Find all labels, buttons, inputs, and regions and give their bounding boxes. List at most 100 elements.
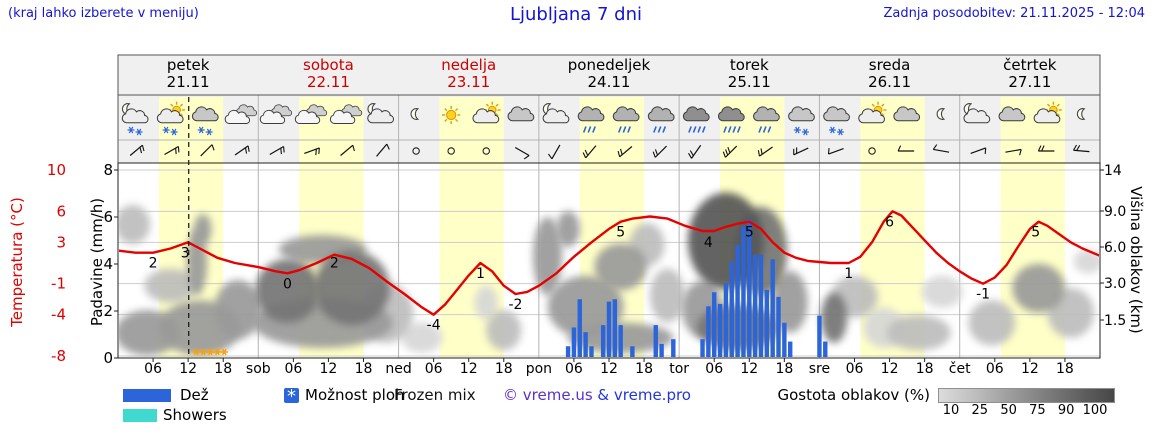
precip-tick-label: 0 [103, 349, 113, 367]
rain-bar [788, 341, 793, 357]
hour-label: 18 [495, 361, 513, 377]
wind-barb [722, 145, 738, 158]
cloud-height-tick-label: 3.0 [1104, 276, 1126, 292]
hour-label: 12 [881, 361, 899, 377]
wind-barb [757, 146, 773, 157]
hour-label: 18 [355, 361, 373, 377]
temperature-line [119, 210, 1099, 316]
cloud-blob [687, 192, 764, 290]
weather-icon-cloud-rain [612, 106, 640, 133]
vreme-pro-link[interactable]: & vreme.pro [592, 386, 691, 404]
day-abbrev-label: ned [385, 361, 411, 377]
weather-icon-moon [1076, 108, 1086, 120]
weather-icon-cloud-rain [647, 106, 675, 133]
rain-bar [600, 325, 606, 357]
wind-barb [617, 146, 633, 158]
temperature-value-label: 5 [1031, 225, 1040, 241]
cloud-blob [474, 285, 498, 320]
cloud-blob [214, 280, 262, 339]
temp-tick-label: -1 [51, 275, 66, 293]
wind-barb [376, 143, 390, 157]
wind-barb [582, 145, 597, 159]
hour-label: 12 [740, 361, 758, 377]
cloud-blob [886, 315, 951, 351]
hour-label: 06 [846, 361, 864, 377]
hour-label: 06 [144, 361, 162, 377]
copyright: © vreme.us & vreme.pro [503, 386, 691, 404]
weather-icon-sun-cloud [1033, 101, 1062, 124]
rain-bar [782, 322, 787, 357]
hour-label: 12 [320, 361, 338, 377]
day-date: 21.11 [166, 73, 210, 91]
rain-bar [747, 219, 752, 357]
weather-icon-cloud-snow [823, 106, 850, 136]
shower-chance-icon: * [284, 388, 299, 403]
cloud-blob [313, 250, 390, 326]
cloud-blob [594, 243, 647, 291]
wind-barb [304, 147, 320, 156]
rain-bar [571, 327, 577, 357]
weather-icon-moon-cloud [963, 103, 991, 124]
wind-barb [970, 147, 987, 154]
weather-icon-clouds [224, 104, 257, 124]
cloud-height-tick-label: 9.0 [1104, 204, 1126, 220]
cloud-blob [486, 310, 522, 351]
wind-barb [793, 147, 809, 156]
wind-barb [548, 144, 561, 160]
wind-barb [164, 145, 180, 156]
rain-bar [700, 339, 705, 357]
hour-label: 12 [1021, 361, 1039, 377]
star-glyph: * [287, 388, 296, 403]
weather-icon-sun-cloud-snow [156, 101, 185, 136]
wind-barb [1037, 145, 1055, 152]
temperature-value-label: 4 [704, 235, 713, 251]
wind-barb [932, 144, 950, 153]
hour-label: 06 [705, 361, 723, 377]
cloud-height-tick-label: 6.0 [1104, 240, 1126, 256]
cloud-blob [921, 275, 963, 308]
temperature-value-label: -4 [427, 318, 441, 334]
rain-bar [583, 332, 588, 357]
wind-barb [200, 144, 215, 157]
temperature-value-label: 2 [330, 256, 339, 272]
hour-label: 12 [460, 361, 478, 377]
weather-icon-moon-cloud [542, 103, 570, 124]
hour-label: 06 [425, 361, 443, 377]
weather-icon-sun-cloud [858, 101, 887, 124]
rain-bar [653, 325, 658, 357]
weather-icon-cloud [998, 106, 1026, 122]
wind-calm-icon [482, 147, 490, 155]
temperature-value-label: 5 [745, 225, 754, 241]
day-abbrev-label: pon [526, 361, 552, 377]
rain-bar [758, 254, 764, 357]
temp-tick-label: 3 [56, 233, 66, 251]
precip-tick-label: 2 [103, 302, 113, 320]
cloud-density-label: Gostota oblakov (%) [777, 386, 930, 404]
frozen-mix-label: Frozen mix [394, 386, 476, 404]
rain-bar [752, 254, 758, 357]
cloud-blob [772, 271, 808, 333]
vreme-us-link[interactable]: © vreme.us [503, 386, 593, 404]
rain-bar [659, 343, 664, 357]
wind-barb [897, 145, 915, 152]
temperature-value-label: 1 [476, 266, 485, 282]
wind-barb [1005, 148, 1022, 156]
cloud-blob [1012, 263, 1065, 313]
rain-legend-swatch [123, 389, 171, 402]
temperature-value-label: -2 [508, 297, 522, 313]
temperature-value-label: 2 [149, 256, 158, 272]
temperature-value-label: 6 [885, 214, 894, 230]
weather-icon-cloud-snow [788, 106, 815, 136]
weather-icon-sun-cloud [472, 101, 501, 124]
rain-bar [577, 299, 582, 357]
cloud-blob [144, 268, 197, 303]
wind-barb [652, 145, 667, 158]
weather-icon-cloud-rain-heavy [717, 106, 745, 133]
wind-barbs-row [129, 143, 1090, 160]
day-abbrev-label: sob [246, 361, 271, 377]
cloud-density-scale [938, 388, 1115, 403]
weather-icon-cloud-snow [191, 106, 219, 136]
menu-hint: (kraj lahko izberete v meniju) [8, 6, 199, 21]
wind-calm-icon [868, 147, 876, 155]
